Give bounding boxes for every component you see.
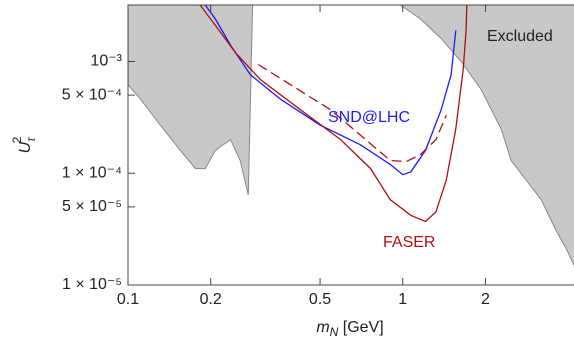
plot-area: [128, 5, 574, 266]
x-label-sub: N: [330, 325, 339, 339]
y-label-sub: τ: [24, 136, 38, 142]
excluded-boundary: [400, 5, 574, 266]
excluded-fill: [400, 5, 574, 266]
frame: [127, 4, 574, 286]
y-axis-label: Uτ2: [10, 136, 38, 154]
x-tick-label: 2: [481, 291, 490, 308]
y-tick-label: 5 × 10⁻⁵: [62, 198, 122, 215]
x-tick-label: 0.1: [117, 291, 139, 308]
x-tick-label: 0.5: [309, 291, 331, 308]
x-label-unit: [GeV]: [338, 319, 383, 336]
series-label: FASER: [383, 234, 435, 251]
series-label: Excluded: [487, 28, 553, 45]
curve: [257, 63, 447, 163]
excluded-fill: [128, 5, 253, 195]
x-label-main: m: [316, 319, 329, 336]
y-tick-label: 1 × 10⁻⁴: [62, 164, 122, 181]
y-tick-label: 5 × 10⁻⁴: [62, 86, 122, 103]
y-label-sup: 2: [10, 136, 24, 143]
series-label: SND@LHC: [328, 109, 410, 126]
y-tick-label: 10⁻³: [90, 53, 122, 70]
axes: 0.1 0.2 0.5 1 2 1 × 10⁻⁵ 5 × 10⁻⁵ 1 × 10⁻⁴ 5 × 1…: [62, 4, 574, 308]
y-label-main: U: [17, 141, 34, 153]
x-tick-label: 1: [398, 291, 407, 308]
x-tick-label: 0.2: [200, 291, 222, 308]
y-tick-label: 1 × 10⁻⁵: [62, 276, 122, 293]
excluded-boundary: [128, 5, 254, 196]
x-axis-label: mN [GeV]: [316, 319, 383, 339]
curve: [199, 5, 468, 223]
